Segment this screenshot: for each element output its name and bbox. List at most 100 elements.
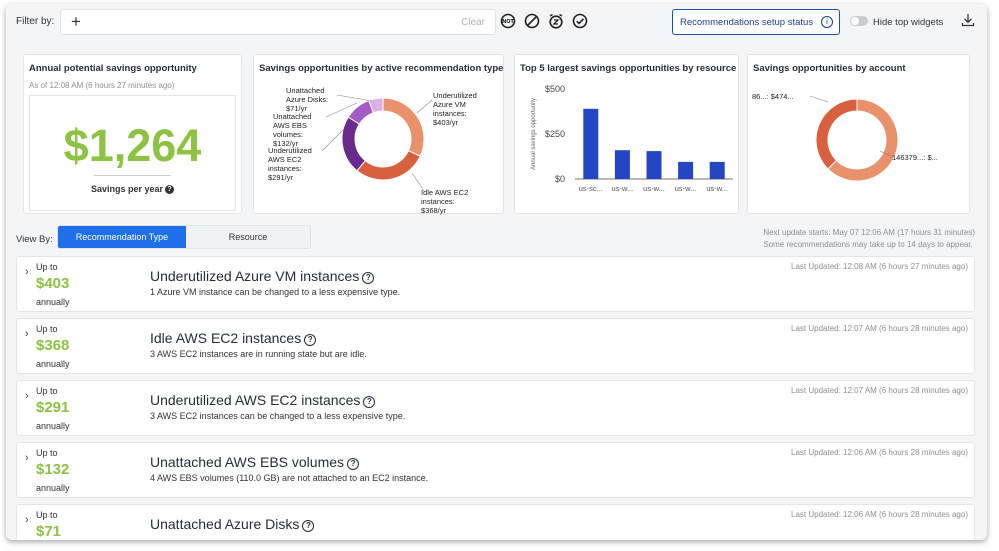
help-icon[interactable]: ? [302, 520, 315, 532]
recommendation-row[interactable]: › Up to $71 annually Unattached Azure Di… [16, 504, 975, 540]
last-updated: Last Updated: 12:08 AM (6 hours 27 minut… [791, 262, 968, 271]
recommendation-description: 3 AWS EC2 instances are in running state… [150, 349, 367, 359]
bar[interactable] [583, 108, 599, 179]
y-tick-label: $500 [545, 84, 565, 94]
recommendation-title: Unattached AWS EBS volumes? [150, 454, 360, 470]
recommendation-row[interactable]: › Up to $132 annually Unattached AWS EBS… [16, 442, 975, 498]
filter-input[interactable]: + Clear [60, 9, 496, 35]
account-donut-slice[interactable] [815, 98, 858, 170]
recommendation-title-text: Underutilized Azure VM instances [150, 268, 360, 284]
bar[interactable] [709, 161, 725, 179]
last-updated: Last Updated: 12:07 AM (6 hours 28 minut… [791, 324, 968, 333]
recommendation-title: Underutilized AWS EC2 instances? [150, 392, 376, 408]
view-by-tabs: Recommendation Type Resource [57, 225, 311, 249]
block-icon[interactable] [524, 13, 540, 29]
download-icon[interactable] [961, 13, 975, 27]
recommendation-title-text: Idle AWS EC2 instances [150, 330, 302, 346]
leader-line [336, 94, 373, 102]
type-donut-slice[interactable] [382, 97, 425, 157]
leader-line [325, 102, 358, 118]
x-tick-label: us-w... [612, 184, 634, 193]
setup-status-label: Recommendations setup status [680, 16, 814, 28]
y-tick-label: $0 [555, 174, 565, 184]
recommendation-title-text: Unattached Azure Disks [150, 516, 300, 532]
up-to-label: Up to [36, 448, 58, 458]
next-update-info: Next update starts: May 07 12:06 AM (17 … [763, 227, 975, 251]
hide-widgets-toggle[interactable] [850, 16, 868, 26]
up-to-label: Up to [36, 386, 58, 396]
recommendation-title-text: Underutilized AWS EC2 instances [150, 392, 361, 408]
account-label-b: 146379...: $... [892, 153, 938, 162]
x-tick-label: us-w... [706, 184, 728, 193]
x-tick-label: us-sc... [579, 184, 603, 193]
savings-caption: Savings per year? [30, 184, 235, 194]
bar[interactable] [614, 150, 630, 179]
type-donut-slice[interactable] [341, 116, 366, 172]
account-label-a: 86...: $474... [752, 92, 794, 101]
last-updated: Last Updated: 12:06 AM (6 hours 28 minut… [791, 510, 968, 519]
next-update-text: Next update starts: May 07 12:06 AM (17 … [763, 228, 975, 237]
not-filter-icon[interactable]: NOT [500, 13, 516, 29]
bar[interactable] [678, 161, 694, 179]
filter-bar: Filter by: + Clear NOT Recommendations s… [6, 4, 987, 40]
x-tick-label: us-w... [643, 184, 665, 193]
type-donut-slice[interactable] [368, 97, 384, 114]
savings-amount: $132 [36, 461, 70, 478]
help-icon[interactable]: ? [304, 334, 317, 346]
annual-savings-value: $1,264 [63, 120, 202, 171]
tab-recommendation-type[interactable]: Recommendation Type [58, 226, 186, 248]
tab-resource[interactable]: Resource [228, 232, 268, 242]
expand-chevron-icon[interactable]: › [25, 328, 29, 340]
app-frame: Filter by: + Clear NOT Recommendations s… [6, 4, 987, 540]
savings-caption-text: Savings per year [90, 184, 164, 194]
recommendations-setup-status-button[interactable]: Recommendations setup status i [672, 9, 840, 35]
by-type-widget: Savings opportunities by active recommen… [253, 54, 504, 215]
recommendation-title-text: Unattached AWS EBS volumes [150, 454, 345, 470]
svg-text:NOT: NOT [502, 19, 514, 25]
recommendation-row[interactable]: › Up to $403 annually Underutilized Azur… [16, 256, 975, 312]
x-tick-label: us-w... [675, 184, 697, 193]
label-underutilized-azure-vm: Underutilized Azure VM instances: $403/y… [433, 91, 477, 127]
type-donut-slice[interactable] [356, 150, 421, 181]
y-axis-label: Annual savings opportunity [531, 98, 537, 170]
help-icon[interactable]: ? [362, 272, 375, 284]
leader-line [809, 95, 829, 103]
savings-box: $1,264 Savings per year? [29, 95, 236, 211]
last-updated: Last Updated: 12:06 AM (6 hours 28 minut… [791, 448, 968, 457]
top5-bar-chart: $500 $250 $0 Annual savings opportunity us-s… [531, 84, 733, 193]
recommendation-description: 3 AWS EC2 instances can be changed to a … [150, 411, 406, 421]
widget-title: Annual potential savings opportunity [29, 63, 197, 74]
recommendation-row[interactable]: › Up to $368 annually Idle AWS EC2 insta… [16, 318, 975, 374]
expand-chevron-icon[interactable]: › [25, 514, 29, 526]
account-donut-slice[interactable] [827, 98, 899, 182]
leader-line [416, 99, 433, 114]
divider [94, 175, 171, 176]
clear-filter-button[interactable]: Clear [461, 17, 485, 28]
help-icon[interactable]: ? [363, 396, 376, 408]
filter-label: Filter by: [16, 16, 55, 27]
widget-title: Top 5 largest savings opportunities by r… [520, 63, 737, 74]
label-idle-ec2: Idle AWS EC2 instances: $368/yr [421, 188, 469, 215]
leader-line [411, 172, 425, 192]
check-circle-icon[interactable] [572, 13, 588, 29]
expand-chevron-icon[interactable]: › [25, 266, 29, 278]
help-icon[interactable]: ? [165, 185, 175, 194]
top5-widget: Top 5 largest savings opportunities by r… [514, 54, 739, 214]
up-to-label: Up to [36, 324, 58, 334]
view-by-label: View By: [16, 234, 53, 245]
snooze-icon[interactable] [548, 13, 564, 29]
add-filter-icon[interactable]: + [71, 12, 81, 31]
recommendation-row[interactable]: › Up to $291 annually Underutilized AWS … [16, 380, 975, 436]
savings-amount: $368 [36, 337, 70, 354]
bar[interactable] [646, 151, 662, 179]
annually-label: annually [36, 297, 70, 307]
recommendation-description: 1 Azure VM instance can be changed to a … [150, 287, 401, 297]
y-tick-label: $250 [545, 129, 565, 139]
help-icon[interactable]: ? [347, 458, 360, 470]
delay-note: Some recommendations may take up to 14 d… [763, 240, 973, 249]
expand-chevron-icon[interactable]: › [25, 390, 29, 402]
savings-amount: $71 [36, 523, 62, 540]
by-account-widget: Savings opportunities by account 86...: … [747, 54, 970, 214]
expand-chevron-icon[interactable]: › [25, 452, 29, 464]
annually-label: annually [36, 421, 70, 431]
